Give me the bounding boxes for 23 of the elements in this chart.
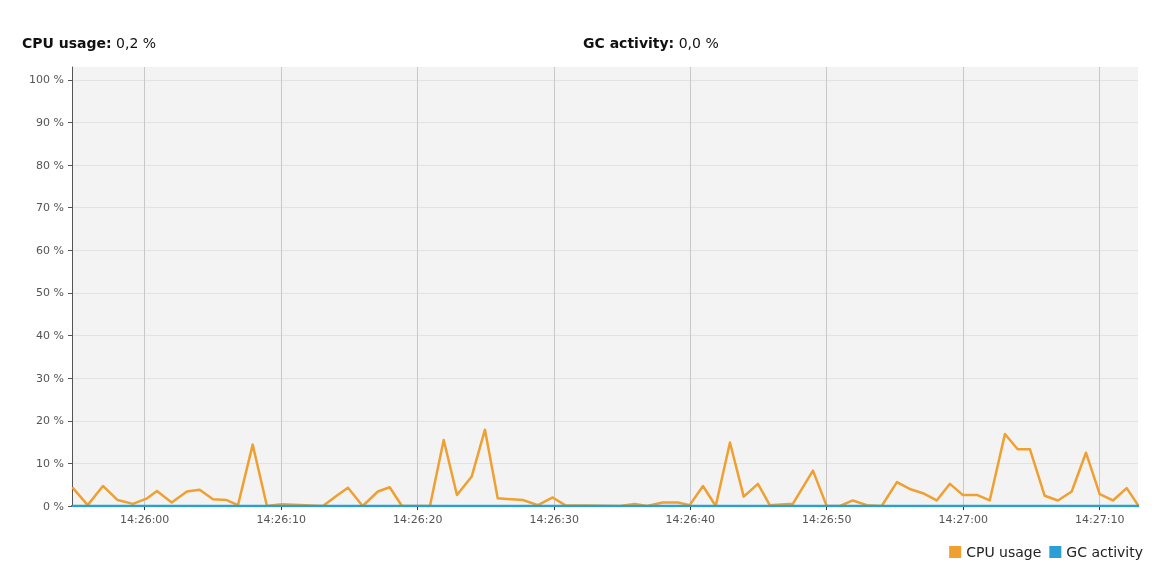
y-tick-label: 60 % (36, 243, 64, 257)
x-tick-label: 14:26:10 (256, 513, 306, 526)
y-tick-label: 90 % (36, 115, 64, 129)
legend-label: GC activity (1066, 544, 1144, 560)
x-tick-label: 14:27:00 (938, 513, 988, 526)
x-tick-label: 14:26:00 (119, 513, 170, 526)
y-tick-label: 100 % (29, 73, 64, 87)
y-tick-label: 0 % (43, 499, 64, 513)
y-tick-label: 20 % (36, 414, 64, 428)
y-tick-label: 40 % (36, 329, 64, 343)
y-tick-label: 30 % (36, 371, 64, 385)
y-tick-label: 80 % (36, 158, 64, 172)
y-tick-label: 10 % (36, 456, 64, 470)
y-tick-label: 50 % (36, 286, 64, 300)
x-tick-label: 14:26:20 (392, 513, 443, 526)
x-tick-label: 14:26:50 (801, 513, 852, 526)
legend-label: CPU usage (966, 544, 1042, 560)
x-tick-label: 14:26:30 (529, 513, 579, 526)
text: CPU usage: 0,2 % (22, 35, 157, 51)
x-tick-label: 14:27:10 (1075, 513, 1125, 526)
text: GC activity: 0,0 % (583, 35, 719, 51)
x-tick-label: 14:26:40 (665, 513, 715, 526)
y-tick-label: 70 % (36, 201, 64, 215)
